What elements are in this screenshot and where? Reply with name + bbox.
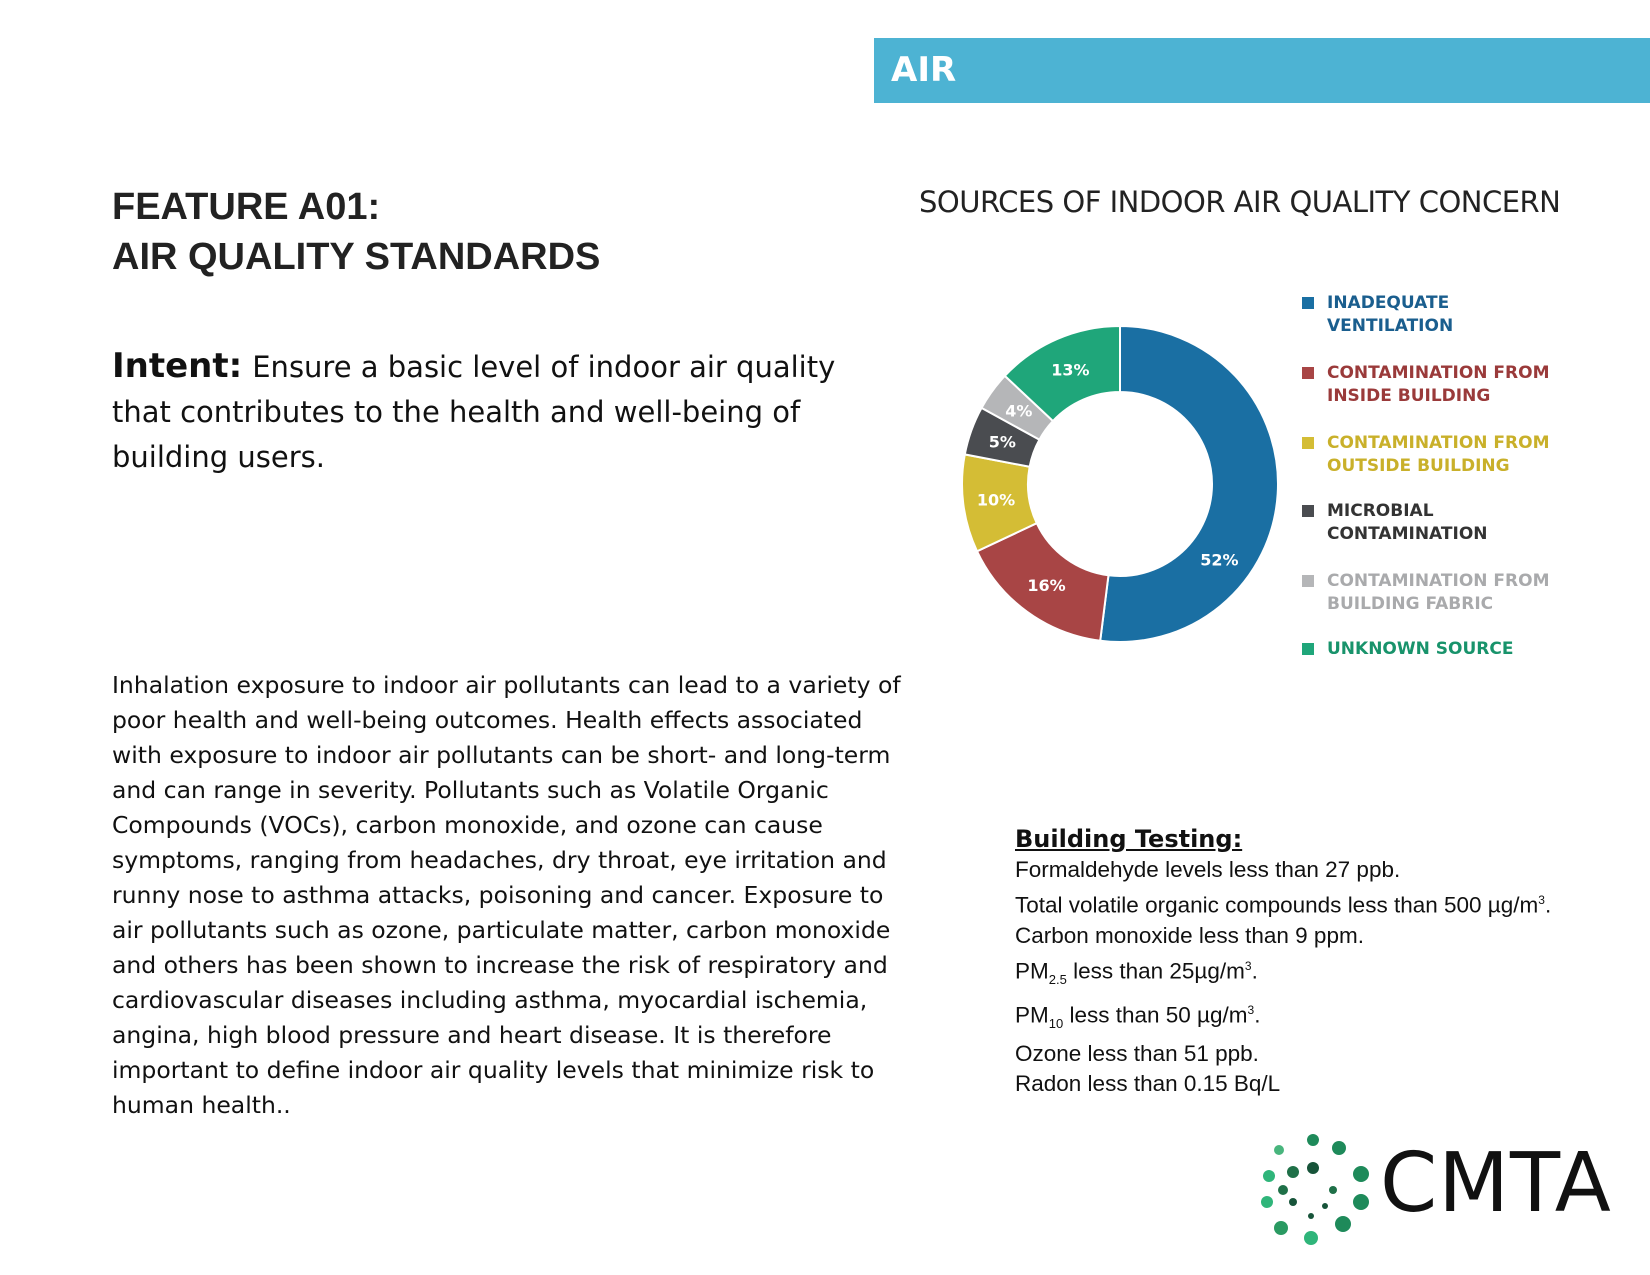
- feature-title: FEATURE A01: AIR QUALITY STANDARDS: [112, 182, 600, 282]
- logo-dot: [1307, 1162, 1319, 1174]
- logo-dot: [1274, 1221, 1288, 1235]
- donut-slice: [1003, 324, 1121, 423]
- logo-dot: [1322, 1203, 1328, 1209]
- intent-label: Intent:: [112, 346, 243, 386]
- testing-item: Radon less than 0.15 Bq/L: [1015, 1070, 1281, 1096]
- testing-item: PM2.5 less than 25µg/m3.: [1015, 958, 1258, 987]
- testing-item: PM10 less than 50 µg/m3.: [1015, 1002, 1261, 1031]
- chart-title: SOURCES OF INDOOR AIR QUALITY CONCERN: [919, 185, 1561, 219]
- building-testing-heading: Building Testing:: [1015, 825, 1243, 853]
- logo-dot: [1353, 1194, 1369, 1210]
- feature-title-line1: FEATURE A01:: [112, 186, 381, 228]
- legend-swatch: [1302, 367, 1314, 379]
- logo-dot: [1353, 1166, 1369, 1182]
- legend-swatch: [1302, 437, 1314, 449]
- section-header-bar: AIR: [874, 38, 1650, 103]
- testing-item: Ozone less than 51 ppb.: [1015, 1040, 1259, 1066]
- legend-swatch: [1302, 575, 1314, 587]
- donut-data-label: 4%: [1005, 402, 1032, 421]
- body-paragraph: Inhalation exposure to indoor air pollut…: [112, 671, 901, 1119]
- feature-title-line2: AIR QUALITY STANDARDS: [112, 236, 601, 278]
- legend-label: CONTAMINATION FROM OUTSIDE BUILDING: [1327, 433, 1550, 476]
- donut-data-label: 5%: [989, 433, 1016, 452]
- logo-dot: [1263, 1170, 1275, 1182]
- donut-data-label: 13%: [1051, 360, 1089, 379]
- logo-dot: [1289, 1198, 1297, 1206]
- testing-item: Total volatile organic compounds less th…: [1015, 892, 1552, 918]
- legend-label: UNKNOWN SOURCE: [1327, 639, 1514, 659]
- legend-swatch: [1302, 643, 1314, 655]
- legend-swatch: [1302, 297, 1314, 309]
- legend-label: MICROBIAL CONTAMINATION: [1327, 501, 1488, 544]
- logo-dot: [1261, 1196, 1273, 1208]
- logo-dot: [1308, 1213, 1314, 1219]
- donut-data-label: 16%: [1027, 576, 1065, 595]
- legend-label: CONTAMINATION FROM INSIDE BUILDING: [1327, 363, 1550, 406]
- legend-swatch: [1302, 505, 1314, 517]
- logo-dot: [1274, 1145, 1284, 1155]
- logo-dot: [1329, 1186, 1337, 1194]
- legend-label: INADEQUATE VENTILATION: [1327, 293, 1454, 336]
- intent-text: Ensure a basic level of indoor air quali…: [112, 350, 836, 474]
- intent-statement: Intent: Ensure a basic level of indoor ai…: [112, 344, 852, 480]
- logo-dot: [1278, 1185, 1288, 1195]
- donut-data-label: 52%: [1200, 551, 1238, 570]
- logo-dot: [1287, 1166, 1299, 1178]
- logo-dot: [1335, 1216, 1351, 1232]
- testing-item: Formaldehyde levels less than 27 ppb.: [1015, 857, 1401, 882]
- logo-dot: [1304, 1231, 1318, 1245]
- logo-dot: [1307, 1134, 1319, 1146]
- donut-chart: 52% 16% 10% 5% 4% 13%: [961, 324, 1279, 643]
- donut-slice: [1099, 324, 1279, 643]
- logo-dot: [1332, 1141, 1346, 1155]
- cmta-logo-text: CMTA: [1380, 1136, 1612, 1231]
- donut-data-label: 10%: [977, 491, 1015, 510]
- cmta-logo-mark: [1261, 1134, 1369, 1245]
- section-label: AIR: [891, 50, 957, 90]
- legend-label: CONTAMINATION FROM BUILDING FABRIC: [1327, 571, 1550, 614]
- building-testing: Building Testing: Formaldehyde levels le…: [1015, 823, 1551, 1099]
- testing-item: Carbon monoxide less than 9 ppm.: [1015, 922, 1364, 948]
